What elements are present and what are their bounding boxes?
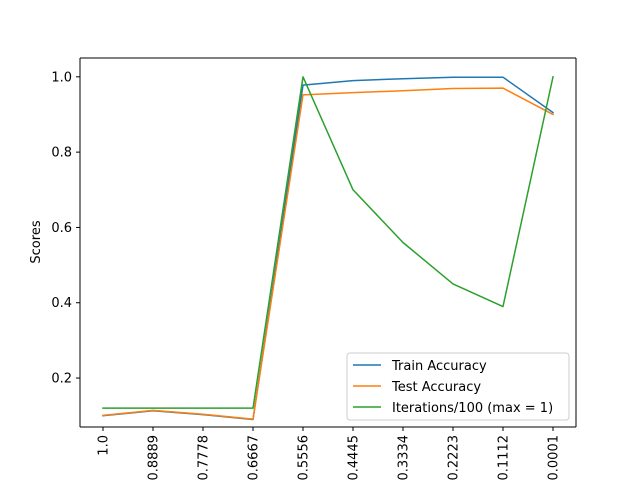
- x-tick-label: 0.5556: [297, 435, 312, 480]
- x-tick-label: 0.4445: [347, 435, 362, 480]
- series-lines: [102, 75, 555, 421]
- x-tick-label: 0.1112: [497, 435, 512, 480]
- axes: [79, 57, 577, 428]
- legend: Train Accuracy Test Accuracy Iterations/10…: [346, 352, 570, 421]
- legend-label-1: Test Accuracy: [391, 380, 481, 395]
- x-tick-label: 0.2223: [447, 435, 462, 480]
- x-tick-label: 0.8889: [147, 435, 162, 480]
- x-tick-label: 0.6667: [247, 435, 262, 480]
- y-tick-label: 0.4: [51, 296, 72, 311]
- series-line-2: [102, 75, 554, 409]
- x-tick-label: 0.3334: [397, 435, 412, 480]
- x-axis-ticks: 1.0 0.8889 0.7778 0.6667 0.5556 0.4445 0.3334 0…: [97, 427, 562, 480]
- y-tick-label: 1.0: [51, 70, 72, 85]
- x-tick-label: 0.7778: [197, 435, 212, 480]
- legend-label-0: Train Accuracy: [391, 359, 487, 374]
- x-tick-label: 1.0: [97, 435, 112, 456]
- y-axis-label: Scores: [29, 220, 44, 263]
- legend-box: [346, 352, 570, 421]
- x-tick-label: 0.0001: [547, 435, 562, 480]
- y-tick-label: 0.8: [51, 146, 72, 161]
- series-line-1: [102, 87, 555, 420]
- y-axis-ticks: 0.2 0.4 0.6 0.8 1.0: [51, 70, 80, 387]
- legend-label-2: Iterations/100 (max = 1): [392, 401, 553, 416]
- y-tick-label: 0.2: [51, 372, 72, 387]
- y-tick-label: 0.6: [51, 221, 72, 236]
